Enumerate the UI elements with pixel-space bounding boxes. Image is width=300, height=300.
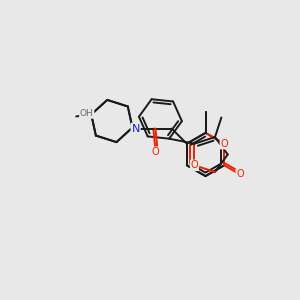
Text: N: N (131, 124, 140, 134)
Text: OH: OH (80, 109, 94, 118)
Text: O: O (191, 160, 198, 170)
Text: O: O (151, 147, 159, 157)
Text: O: O (236, 169, 244, 179)
Text: O: O (220, 139, 228, 149)
